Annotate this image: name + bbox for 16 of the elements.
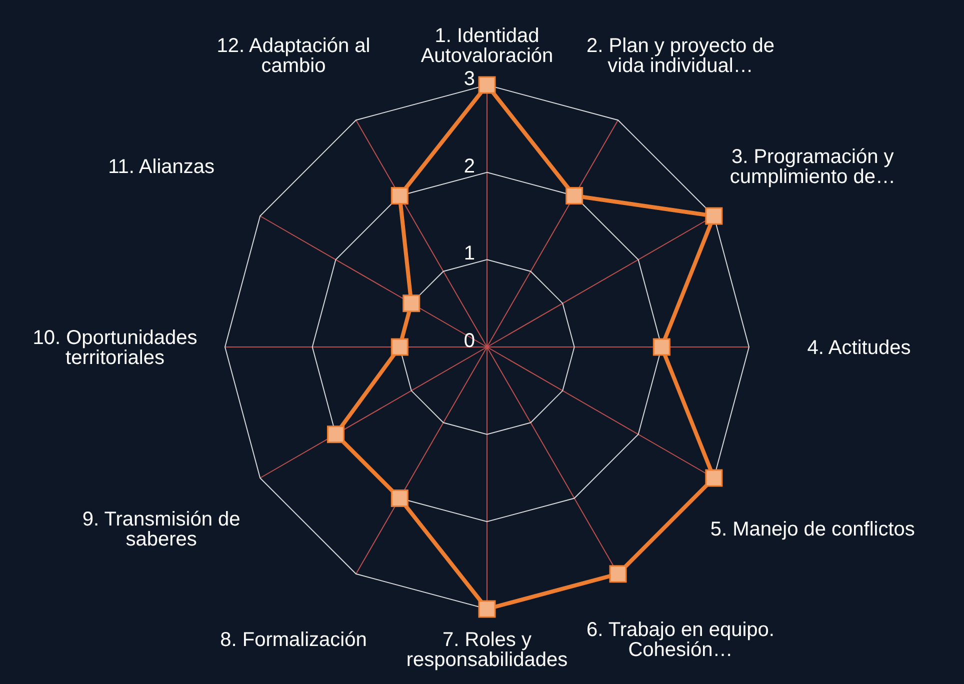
spoke-label: 2. Plan y proyecto de vida individual… <box>586 35 774 78</box>
y-tick-label: 2 <box>464 155 475 178</box>
spoke-label: 6. Trabajo en equipo. Cohesión… <box>586 618 774 661</box>
spoke-label: 9. Transmisión de saberes <box>82 508 240 550</box>
spoke-label: 1. Identidad Autovaloración <box>420 25 554 68</box>
y-tick-label: 0 <box>464 330 475 352</box>
spoke-label: 5. Manejo de conflictos <box>710 518 915 540</box>
spoke-label: 3. Programación y cumplimiento de… <box>730 146 896 188</box>
y-tick-label: 1 <box>464 242 475 265</box>
spoke-label: 11. Alianzas <box>108 156 215 178</box>
spoke-label: 12. Adaptación al cambio <box>216 35 370 78</box>
spoke-label: 10. Oportunidades territoriales <box>32 327 198 370</box>
spoke-label: 4. Actitudes <box>807 337 911 360</box>
spoke-label: 7. Roles y responsabilidades <box>406 629 568 672</box>
spoke-label: 8. Formalización <box>220 628 367 651</box>
y-tick-label: 3 <box>464 68 475 90</box>
